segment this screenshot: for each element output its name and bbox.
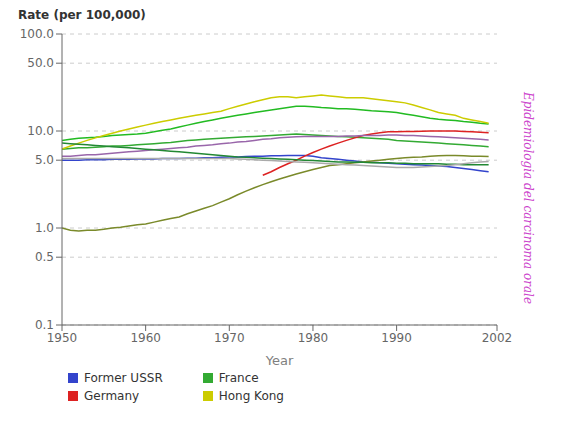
- svg-text:5.0: 5.0: [35, 153, 54, 167]
- html-text:Rate (per 100,000): Rate (per 100,000): [18, 8, 146, 22]
- svg-text:0.5: 0.5: [35, 250, 54, 264]
- svg-text:1960: 1960: [130, 331, 161, 345]
- html-text:Former USSR: Former USSR: [84, 371, 163, 385]
- svg-text:1990: 1990: [381, 331, 412, 345]
- html-text:Hong Kong: Hong Kong: [218, 389, 284, 403]
- svg-text:1950: 1950: [47, 331, 78, 345]
- svg-text:Year: Year: [265, 353, 294, 368]
- svg-text:1970: 1970: [214, 331, 245, 345]
- html-text:France: France: [218, 371, 259, 385]
- svg-text:50.0: 50.0: [27, 56, 54, 70]
- svg-text:10.0: 10.0: [27, 124, 54, 138]
- svg-text:100.0: 100.0: [20, 27, 54, 41]
- svg-text:0.1: 0.1: [35, 318, 54, 332]
- html-text:Epidemiologia del carcinoma or: Epidemiologia del carcinoma orale: [521, 92, 535, 305]
- html-text:Germany: Germany: [84, 389, 140, 403]
- svg-text:2002: 2002: [482, 331, 513, 345]
- svg-text:1.0: 1.0: [35, 221, 54, 235]
- svg-text:1980: 1980: [298, 331, 329, 345]
